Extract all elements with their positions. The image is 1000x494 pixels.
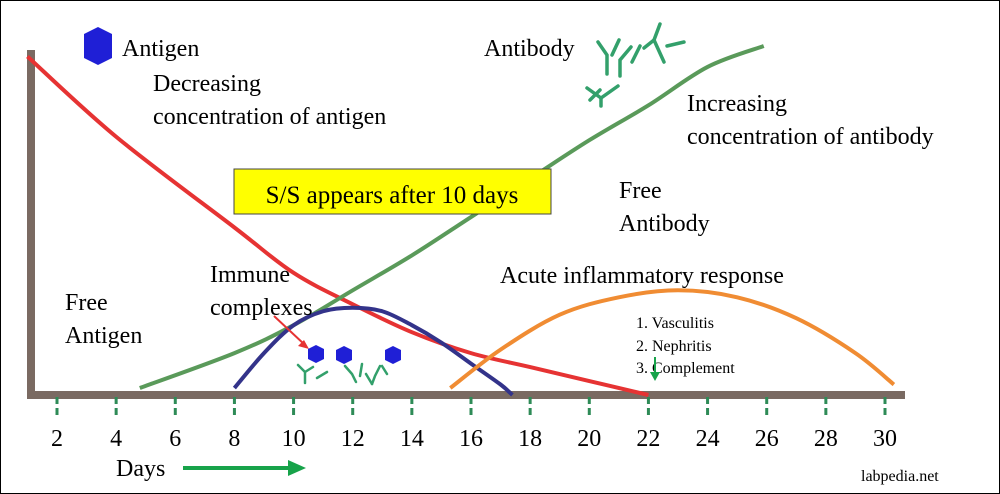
x-tick-label: 2 (51, 426, 63, 452)
x-tick-label: 10 (282, 426, 306, 452)
free-antibody-line-2: Antibody (619, 211, 710, 237)
x-tick-label: 24 (696, 426, 720, 452)
inflammation-curve (449, 288, 896, 390)
immune-complexes-line-1: Immune (210, 262, 290, 288)
immune-complexes-line-2: complexes (210, 295, 313, 321)
highlight-text: S/S appears after 10 days (266, 182, 519, 209)
complement-down-arrow-icon (650, 372, 660, 381)
decreasing-line-1: Decreasing (153, 71, 261, 97)
increasing-line-2: concentration of antibody (687, 124, 934, 150)
antigen-legend-icon (84, 27, 112, 65)
x-tick-label: 12 (341, 426, 365, 452)
decreasing-line-2: concentration of antigen (153, 104, 386, 130)
antibody-legend-label: Antibody (484, 36, 575, 62)
complex-antigen-icon (308, 345, 324, 363)
antigen-legend-label: Antigen (122, 36, 199, 62)
free-antigen-line-2: Antigen (65, 323, 142, 349)
free-antibody-line-1: Free (619, 178, 662, 204)
x-tick-label: 20 (577, 426, 601, 452)
increasing-line-1: Increasing (687, 91, 787, 117)
list-item-3: 3. Complement (636, 360, 735, 377)
x-tick-label: 18 (518, 426, 542, 452)
antibody-legend-icon (585, 22, 686, 108)
immune-pointer-arrow (273, 315, 306, 346)
list-item-2: 2. Nephritis (636, 338, 712, 355)
highlight-box (233, 168, 552, 215)
antigen-curve (26, 54, 649, 397)
list-item-1: 1. Vasculitis (636, 315, 714, 332)
x-axis-label: Days (116, 456, 165, 482)
immune_complexes-curve (232, 305, 514, 397)
x-tick-label: 22 (636, 426, 660, 452)
x-tick-label: 26 (755, 426, 779, 452)
complex-antibody-icons (296, 362, 389, 386)
immune-pointer-head (298, 340, 309, 349)
free-antigen-line-1: Free (65, 290, 108, 316)
x-tick-label: 14 (400, 426, 424, 452)
x-tick-label: 16 (459, 426, 483, 452)
x-tick-label: 4 (110, 426, 122, 452)
acute-response-label: Acute inflammatory response (500, 263, 784, 289)
x-tick-label: 6 (169, 426, 181, 452)
antibody-curve (139, 44, 765, 390)
x-tick-label: 28 (814, 426, 838, 452)
x-tick-label: 8 (228, 426, 240, 452)
complex-antigen-icon (336, 346, 352, 364)
complex-antigen-icon (385, 346, 401, 364)
x-tick-label: 30 (873, 426, 897, 452)
days-arrow-icon (288, 460, 306, 476)
source-credit: labpedia.net (861, 468, 939, 485)
